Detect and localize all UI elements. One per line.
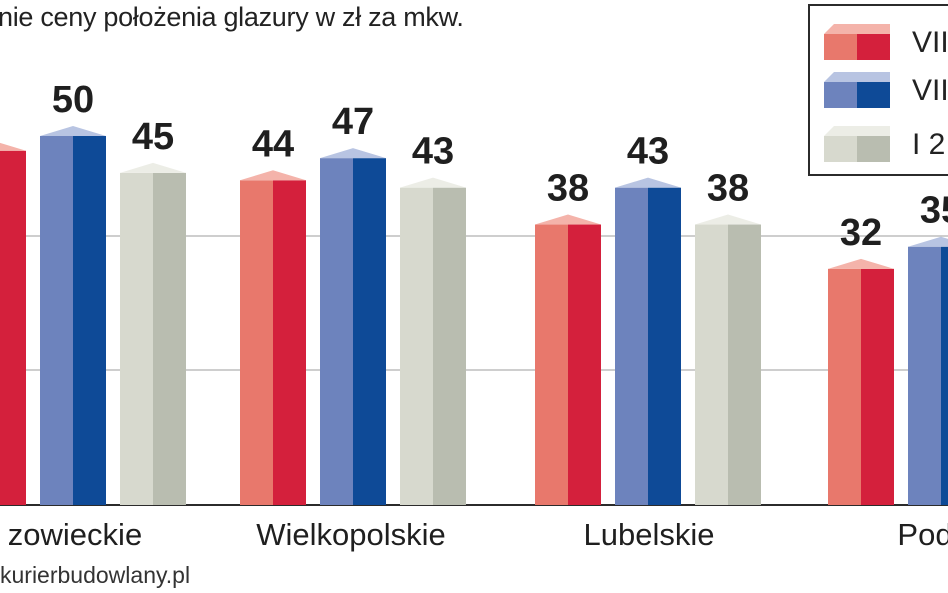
bar-front: [615, 187, 648, 505]
category-label: Pod: [897, 517, 948, 552]
bar-side: [0, 150, 26, 505]
value-label: 38: [707, 168, 749, 210]
legend-label-2: VII: [912, 74, 948, 107]
bar-side: [941, 246, 948, 505]
swatch-side: [857, 82, 890, 108]
legend-swatch-2: [824, 72, 890, 108]
bar-side: [728, 224, 761, 505]
swatch-top: [824, 72, 890, 82]
bar-front: [535, 224, 568, 505]
swatch-front: [824, 136, 857, 162]
swatch-front: [824, 34, 857, 60]
bar-side: [861, 268, 894, 505]
bar-top: [240, 170, 306, 181]
bar-4-2: [908, 236, 948, 505]
category-label: zowieckie: [8, 517, 142, 552]
bar-2-2: [320, 148, 386, 505]
swatch-top: [824, 126, 890, 136]
bar-front: [40, 136, 73, 505]
legend-label-3: I 2: [912, 128, 946, 161]
bar-top: [400, 177, 466, 188]
swatch-side: [857, 136, 890, 162]
value-label: 43: [412, 131, 454, 173]
value-label: 38: [547, 168, 589, 210]
bar-top: [40, 126, 106, 136]
bar-1-1: [0, 142, 26, 505]
legend-swatch-3: [824, 126, 890, 162]
bar-top: [120, 162, 186, 173]
value-label: 35: [920, 190, 948, 232]
bar-top: [615, 177, 681, 188]
bar-side: [648, 187, 681, 505]
bar-front: [695, 224, 728, 505]
value-label: 45: [132, 116, 174, 158]
bar-front: [120, 172, 153, 505]
legend-label-1: VII: [912, 26, 948, 59]
bar-front: [828, 268, 861, 505]
category-label: Lubelskie: [584, 517, 715, 552]
value-label: 50: [52, 79, 94, 121]
bar-3-1: [535, 214, 601, 505]
bar-2-3: [400, 177, 466, 505]
bar-1-2: [40, 126, 106, 505]
swatch-top: [824, 24, 890, 34]
chart-title: nie ceny położenia glazury w zł za mkw.: [0, 2, 464, 32]
bar-3-2: [615, 177, 681, 505]
bar-front: [320, 158, 353, 505]
bar-front: [908, 246, 941, 505]
swatch-front: [824, 82, 857, 108]
source-label: kurierbudowlany.pl: [0, 562, 191, 588]
bar-top: [908, 236, 948, 247]
bar-1-3: [120, 162, 186, 505]
bar-4-1: [828, 258, 894, 505]
value-label: 47: [332, 101, 374, 143]
bar-side: [153, 172, 186, 505]
bar-top: [0, 142, 26, 151]
value-label: 44: [252, 123, 294, 165]
bar-side: [273, 180, 306, 505]
bar-2-1: [240, 170, 306, 505]
bar-side: [73, 136, 106, 505]
value-label: 32: [840, 212, 882, 254]
bar-top: [828, 258, 894, 269]
legend: VII VII I 2: [808, 4, 948, 176]
bar-top: [695, 214, 761, 225]
bar-side: [568, 224, 601, 505]
bar-side: [433, 187, 466, 505]
bar-side: [353, 158, 386, 505]
category-label: Wielkopolskie: [256, 517, 446, 552]
bar-front: [240, 180, 273, 505]
bar-top: [320, 148, 386, 159]
bar-top: [535, 214, 601, 225]
bar-front: [400, 187, 433, 505]
legend-swatch-1: [824, 24, 890, 60]
value-label: 43: [627, 131, 669, 173]
swatch-side: [857, 34, 890, 60]
bar-3-3: [695, 214, 761, 505]
